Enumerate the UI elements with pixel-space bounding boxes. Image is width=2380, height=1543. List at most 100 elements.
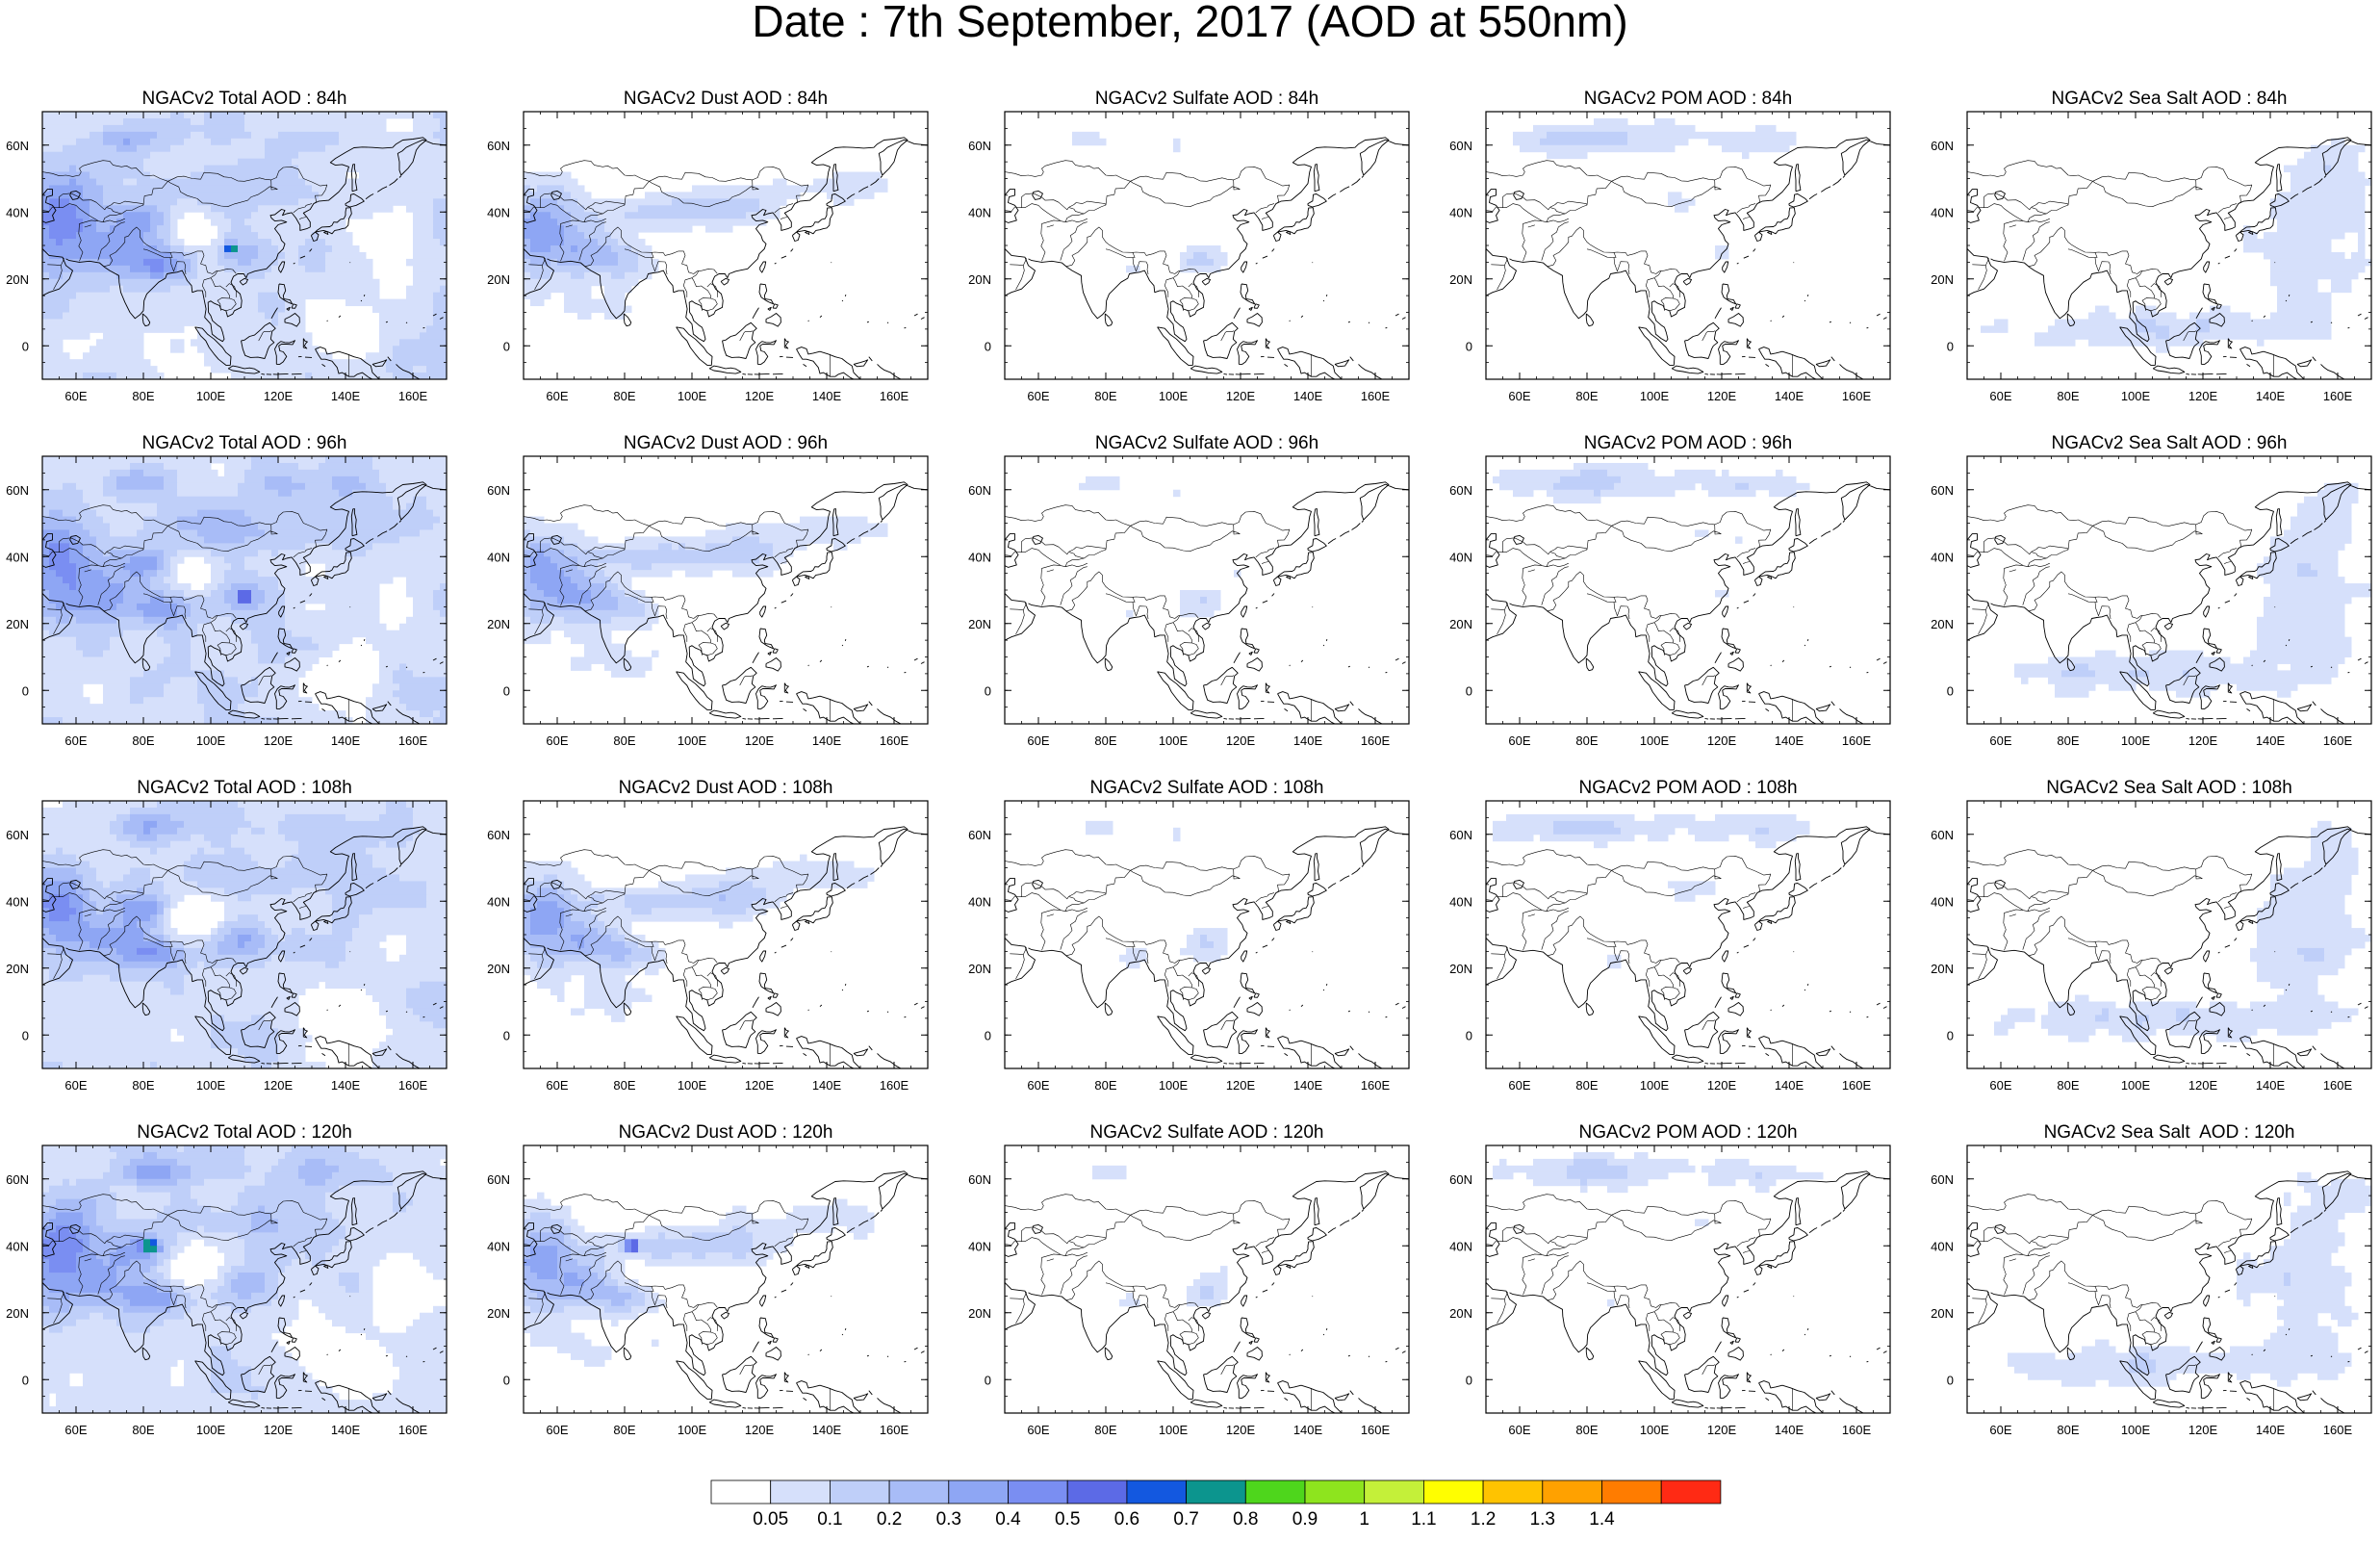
map-panel-seasalt-120h: NGACv2 Sea Salt AOD : 120h 60E 80E 100E 120E… <box>1925 1122 2372 1450</box>
aod-map: 60E 80E 100E 120E 140E 160E 60N 40N 20N 0 <box>968 455 1410 748</box>
aod-map: 60E 80E 100E 120E 140E 160E 60N 40N 20N 0 <box>968 111 1410 403</box>
y-tick-label: 20N <box>1449 272 1472 287</box>
x-tick-label: 60E <box>1508 733 1530 748</box>
aod-map: 60E 80E 100E 120E 140E 160E 60N 40N 20N 0 <box>1931 455 2372 748</box>
x-tick-label: 120E <box>1707 1078 1737 1093</box>
map-panel-pom-108h: NGACv2 POM AOD : 108h 60E 80E 100E 120E 140E 1… <box>1444 778 1891 1105</box>
panel-title: NGACv2 Sea Salt AOD : 120h <box>2043 1122 2295 1143</box>
map-panel-total-84h: NGACv2 Total AOD : 84h 60E 80E 100E 120E 140E… <box>0 89 448 416</box>
x-tick-label: 80E <box>613 1078 635 1093</box>
minor-ticks <box>1485 455 1891 725</box>
colorbar-bin <box>770 1479 831 1504</box>
colorbar-bin <box>1542 1479 1602 1504</box>
x-tick-label: 140E <box>1775 1423 1804 1437</box>
y-tick-label: 20N <box>487 1306 510 1321</box>
x-tick-label: 140E <box>812 733 842 748</box>
y-tick-label: 0 <box>1466 1028 1472 1042</box>
y-tick-label: 40N <box>1449 894 1472 909</box>
x-tick-label: 160E <box>398 1078 428 1093</box>
x-tick-label: 160E <box>1842 1423 1872 1437</box>
colorbar-bin <box>1660 1479 1722 1504</box>
colorbar-label: 1 <box>1359 1509 1369 1530</box>
y-tick-label: 20N <box>6 1306 29 1321</box>
x-tick-label: 160E <box>1361 1078 1391 1093</box>
colorbar-bin <box>1482 1479 1544 1504</box>
aod-shading <box>524 1192 875 1367</box>
x-tick-label: 140E <box>1293 733 1323 748</box>
colorbar-label: 0.7 <box>1173 1509 1198 1530</box>
x-tick-label: 100E <box>196 1423 226 1437</box>
y-tick-label: 0 <box>22 683 29 698</box>
map-panel-sulfate-84h: NGACv2 Sulfate AOD : 84h 60E 80E 100E 120E 14… <box>962 89 1410 416</box>
aod-map: 60E 80E 100E 120E 140E 160E 60N 40N 20N 0 <box>6 1144 448 1437</box>
y-tick-label: 60N <box>968 139 991 153</box>
x-tick-label: 100E <box>196 1078 226 1093</box>
aod-map: 60E 80E 100E 120E 140E 160E 60N 40N 20N 0 <box>6 111 448 403</box>
x-tick-label: 80E <box>1575 1423 1598 1437</box>
y-tick-label: 60N <box>6 828 29 842</box>
y-tick-label: 20N <box>968 1306 991 1321</box>
x-tick-label: 140E <box>331 1423 361 1437</box>
aod-map: 60E 80E 100E 120E 140E 160E 60N 40N 20N 0 <box>487 111 929 403</box>
panel-title: NGACv2 Dust AOD : 120h <box>618 1122 833 1143</box>
aod-map: 60E 80E 100E 120E 140E 160E 60N 40N 20N 0 <box>1931 1144 2372 1437</box>
aod-shading <box>524 171 888 320</box>
x-tick-label: 160E <box>2323 733 2353 748</box>
x-tick-label: 140E <box>812 1078 842 1093</box>
y-tick-label: 20N <box>968 272 991 287</box>
x-tick-label: 120E <box>2188 389 2218 403</box>
coastlines <box>524 1170 928 1413</box>
y-tick-label: 40N <box>6 205 29 219</box>
y-tick-label: 60N <box>1449 139 1472 153</box>
map-panel-sulfate-120h: NGACv2 Sulfate AOD : 120h 60E 80E 100E 120E 1… <box>962 1122 1410 1450</box>
x-tick-label: 120E <box>1226 1423 1256 1437</box>
panel-title: NGACv2 Sulfate AOD : 84h <box>1094 89 1319 109</box>
x-tick-label: 80E <box>132 733 154 748</box>
x-tick-label: 100E <box>196 389 226 403</box>
minor-ticks <box>41 800 448 1069</box>
panel-title: NGACv2 Sulfate AOD : 108h <box>1089 778 1324 798</box>
y-tick-label: 40N <box>487 550 510 564</box>
colorbar-bin <box>1066 1479 1128 1504</box>
x-tick-label: 80E <box>1094 733 1116 748</box>
x-tick-label: 160E <box>398 733 428 748</box>
x-tick-label: 140E <box>331 389 361 403</box>
x-tick-label: 140E <box>812 1423 842 1437</box>
aod-shading <box>1493 1151 1824 1307</box>
y-tick-label: 60N <box>1931 828 1954 842</box>
y-tick-label: 0 <box>1947 1028 1954 1042</box>
colorbar-bin <box>830 1479 890 1504</box>
x-tick-label: 160E <box>2323 1423 2353 1437</box>
map-panel-seasalt-108h: NGACv2 Sea Salt AOD : 108h 60E 80E 100E 120E… <box>1925 778 2372 1105</box>
y-tick-label: 60N <box>487 1172 510 1187</box>
x-tick-label: 160E <box>1361 389 1391 403</box>
panel-title: NGACv2 Sulfate AOD : 120h <box>1089 1122 1324 1143</box>
y-tick-label: 40N <box>968 1239 991 1253</box>
x-tick-label: 100E <box>1640 733 1670 748</box>
x-tick-label: 80E <box>613 1423 635 1437</box>
map-panel-dust-96h: NGACv2 Dust AOD : 96h 60E 80E 100E 120E 140E 1… <box>481 433 929 760</box>
y-tick-label: 60N <box>6 1172 29 1187</box>
x-tick-label: 80E <box>132 1078 154 1093</box>
coastlines <box>1967 1170 2371 1413</box>
x-tick-label: 100E <box>1159 389 1189 403</box>
panel-title: NGACv2 Total AOD : 120h <box>137 1122 352 1143</box>
map-panel-pom-84h: NGACv2 POM AOD : 84h 60E 80E 100E 120E 140E 16… <box>1444 89 1891 416</box>
y-tick-label: 40N <box>6 1239 29 1253</box>
y-tick-label: 60N <box>487 139 510 153</box>
aod-map: 60E 80E 100E 120E 140E 160E 60N 40N 20N 0 <box>6 455 448 748</box>
x-tick-label: 100E <box>2121 733 2151 748</box>
y-tick-label: 40N <box>1449 1239 1472 1253</box>
coastlines <box>1967 137 2371 379</box>
map-panel-total-120h: NGACv2 Total AOD : 120h 60E 80E 100E 120E 140… <box>0 1122 448 1450</box>
y-tick-label: 40N <box>487 1239 510 1253</box>
colorbar-bin <box>1423 1479 1484 1504</box>
x-tick-label: 120E <box>745 1423 775 1437</box>
y-tick-label: 60N <box>6 483 29 498</box>
x-tick-label: 120E <box>2188 1423 2218 1437</box>
x-tick-label: 100E <box>1159 1423 1189 1437</box>
coastlines <box>42 1170 447 1413</box>
x-tick-label: 160E <box>880 733 909 748</box>
coastlines <box>1486 1170 1890 1413</box>
x-tick-label: 120E <box>1226 389 1256 403</box>
